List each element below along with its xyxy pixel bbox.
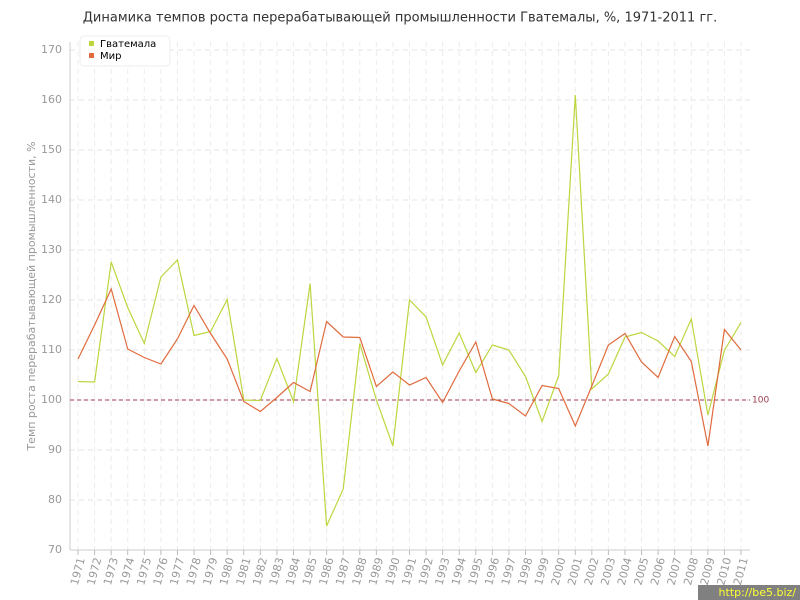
reference-label: 100 [752,396,769,406]
y-tick-label: 90 [48,443,62,456]
y-tick-label: 160 [41,93,62,106]
y-tick-label: 110 [41,343,62,356]
legend-swatch [89,53,94,58]
y-axis-label: Темп роста перерабатывающей промышленнос… [25,141,38,451]
series-line [77,287,742,447]
legend-swatch [89,41,94,46]
series-line [77,94,742,527]
y-tick-label: 170 [41,43,62,56]
watermark: http://be5.biz/ [719,586,797,599]
x-tick-label: 2011 [731,556,751,586]
y-tick-label: 80 [48,493,62,506]
y-tick-label: 70 [48,543,62,556]
y-tick-label: 150 [41,143,62,156]
y-tick-label: 100 [41,393,62,406]
legend-box [79,35,171,67]
legend-label: Мир [100,51,121,62]
y-tick-label: 140 [41,193,62,206]
legend-label: Гватемала [100,39,156,50]
chart-title: Динамика темпов роста перерабатывающей п… [83,11,717,26]
watermark-bg [698,585,800,600]
y-tick-label: 130 [41,243,62,256]
y-tick-label: 120 [41,293,62,306]
